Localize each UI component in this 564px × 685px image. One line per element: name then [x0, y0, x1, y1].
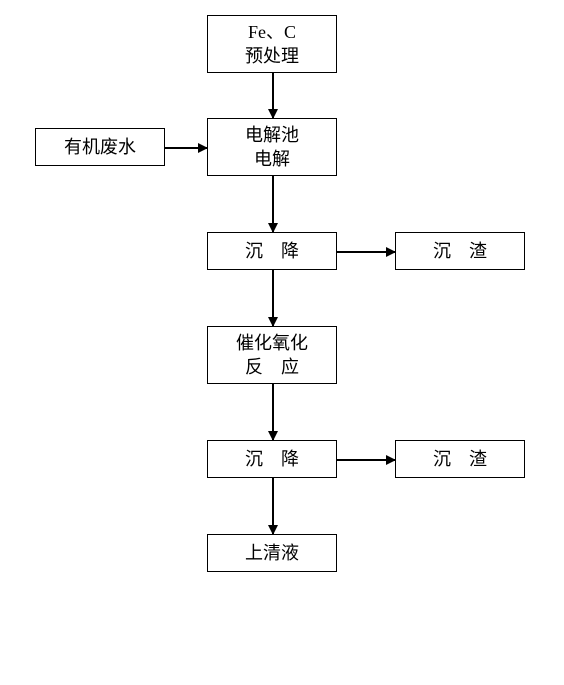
edge-arrow [337, 251, 395, 253]
edge-arrow [272, 478, 274, 534]
edge-arrow [272, 176, 274, 232]
edge-arrow [272, 73, 274, 118]
node-wastewater: 有机废水 [35, 128, 165, 166]
node-label: 有机废水 [64, 135, 136, 159]
node-electrolysis: 电解池 电解 [207, 118, 337, 176]
edge-arrow [337, 459, 395, 461]
node-settle-2: 沉 降 [207, 440, 337, 478]
edge-arrow [272, 270, 274, 326]
node-label: 沉 渣 [433, 239, 487, 263]
node-sludge-1: 沉 渣 [395, 232, 525, 270]
node-sludge-2: 沉 渣 [395, 440, 525, 478]
node-catalytic: 催化氧化 反 应 [207, 326, 337, 384]
node-label: 沉 降 [245, 447, 299, 471]
node-pretreatment: Fe、C 预处理 [207, 15, 337, 73]
node-settle-1: 沉 降 [207, 232, 337, 270]
node-supernatant: 上清液 [207, 534, 337, 572]
node-label: 沉 渣 [433, 447, 487, 471]
edge-arrow [165, 147, 207, 149]
node-label: 电解池 电解 [245, 123, 299, 172]
node-label: 催化氧化 反 应 [236, 331, 308, 380]
node-label: 上清液 [245, 541, 299, 565]
node-label: 沉 降 [245, 239, 299, 263]
edge-arrow [272, 384, 274, 440]
node-label: Fe、C 预处理 [245, 20, 299, 69]
